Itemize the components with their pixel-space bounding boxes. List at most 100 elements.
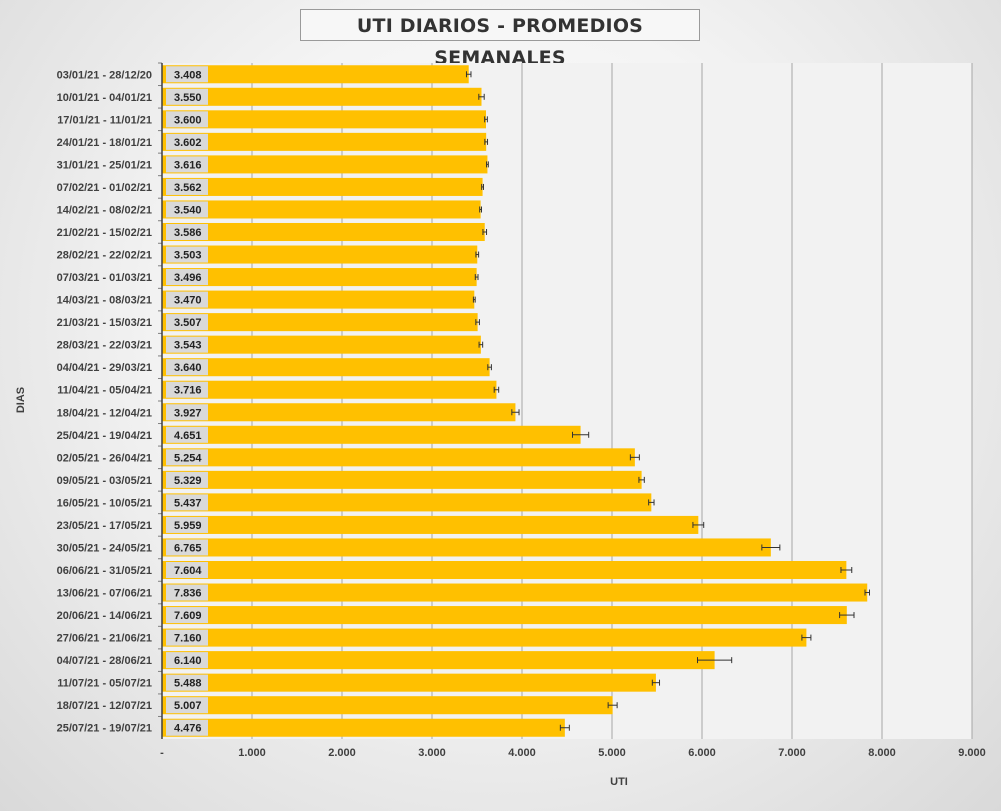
data-label-box bbox=[166, 88, 208, 105]
data-label-box bbox=[166, 719, 208, 736]
category-label: 21/02/21 - 15/02/21 bbox=[57, 227, 152, 239]
data-label: 3.602 bbox=[174, 137, 202, 149]
bar bbox=[162, 87, 482, 106]
category-label: 16/05/21 - 10/05/21 bbox=[57, 497, 152, 509]
category-label: 17/01/21 - 11/01/21 bbox=[57, 114, 152, 126]
x-tick-label: 2.000 bbox=[328, 747, 356, 759]
data-label-box bbox=[166, 471, 208, 488]
x-tick-label: 7.000 bbox=[778, 747, 806, 759]
bar bbox=[162, 65, 469, 84]
category-label: 02/05/21 - 26/04/21 bbox=[57, 452, 152, 464]
data-label-box bbox=[166, 629, 208, 646]
data-label-box bbox=[166, 178, 208, 195]
data-label-box bbox=[166, 359, 208, 376]
data-label-box bbox=[166, 426, 208, 443]
category-label: 21/03/21 - 15/03/21 bbox=[57, 317, 152, 329]
data-label: 3.540 bbox=[174, 204, 202, 216]
data-label-box bbox=[166, 584, 208, 601]
x-tick-label: 3.000 bbox=[418, 747, 446, 759]
category-label: 18/07/21 - 12/07/21 bbox=[57, 700, 152, 712]
data-label-box bbox=[166, 111, 208, 128]
data-label: 3.562 bbox=[174, 182, 202, 194]
data-label: 3.550 bbox=[174, 92, 202, 104]
data-label: 3.507 bbox=[174, 317, 202, 329]
category-label: 20/06/21 - 14/06/21 bbox=[57, 610, 152, 622]
data-label-box bbox=[166, 607, 208, 624]
y-axis-title: DIAS bbox=[15, 387, 27, 413]
bar bbox=[162, 380, 497, 399]
bar bbox=[162, 673, 656, 692]
category-label: 14/03/21 - 08/03/21 bbox=[57, 295, 152, 307]
category-label: 30/05/21 - 24/05/21 bbox=[57, 542, 152, 554]
bar bbox=[162, 538, 771, 557]
data-label: 7.836 bbox=[174, 588, 202, 600]
data-label-box bbox=[166, 381, 208, 398]
data-label: 3.470 bbox=[174, 295, 202, 307]
x-axis-title: UTI bbox=[610, 776, 628, 788]
x-tick-label: 1.000 bbox=[238, 747, 266, 759]
data-label-box bbox=[166, 201, 208, 218]
bar bbox=[162, 313, 478, 332]
category-label: 13/06/21 - 07/06/21 bbox=[57, 588, 152, 600]
category-label: 31/01/21 - 25/01/21 bbox=[57, 159, 152, 171]
data-label-box bbox=[166, 314, 208, 331]
data-label-box bbox=[166, 516, 208, 533]
bar bbox=[162, 132, 487, 151]
bar bbox=[162, 448, 635, 467]
x-tick-label: 5.000 bbox=[598, 747, 626, 759]
data-label-box bbox=[166, 133, 208, 150]
axes: - 1.000 2.000 3.000 4.000 5.000 6.000 7.000 8.00… bbox=[57, 62, 986, 759]
category-label: 06/06/21 - 31/05/21 bbox=[57, 565, 152, 577]
data-label-box bbox=[166, 223, 208, 241]
chart-title: UTI DIARIOS - PROMEDIOS SEMANALES bbox=[300, 9, 700, 69]
category-label: 27/06/21 - 21/06/21 bbox=[57, 633, 152, 645]
data-label-box bbox=[166, 291, 208, 308]
category-label: 11/07/21 - 05/07/21 bbox=[57, 678, 152, 690]
data-label-box bbox=[166, 449, 208, 466]
data-label-box bbox=[166, 156, 208, 173]
category-label: 07/02/21 - 01/02/21 bbox=[57, 182, 152, 194]
x-tick-label: - bbox=[160, 747, 164, 759]
data-label: 4.651 bbox=[174, 430, 202, 442]
data-label: 7.604 bbox=[174, 565, 202, 577]
bar bbox=[162, 493, 652, 512]
category-label: 28/03/21 - 22/03/21 bbox=[57, 340, 152, 352]
data-label: 7.609 bbox=[174, 610, 202, 622]
data-label-box bbox=[166, 336, 208, 353]
data-label-box bbox=[166, 674, 208, 691]
data-label-box bbox=[166, 66, 208, 83]
category-label: 04/07/21 - 28/06/21 bbox=[57, 655, 152, 667]
bar bbox=[162, 268, 477, 287]
data-label: 3.503 bbox=[174, 250, 202, 262]
data-label-box bbox=[166, 697, 208, 714]
data-label-box bbox=[166, 561, 208, 579]
data-label: 5.007 bbox=[174, 700, 202, 712]
x-tick-label: 4.000 bbox=[508, 747, 536, 759]
data-label: 3.496 bbox=[174, 272, 202, 284]
category-label: 03/01/21 - 28/12/20 bbox=[57, 69, 152, 81]
category-label: 23/05/21 - 17/05/21 bbox=[57, 520, 152, 532]
data-label: 3.600 bbox=[174, 114, 202, 126]
bar bbox=[162, 110, 486, 129]
data-label: 5.488 bbox=[174, 678, 202, 690]
data-label: 3.543 bbox=[174, 340, 202, 352]
bar bbox=[162, 628, 807, 647]
category-label: 11/04/21 - 05/04/21 bbox=[57, 385, 152, 397]
bar bbox=[162, 560, 847, 580]
data-label-box bbox=[166, 404, 208, 421]
category-label: 10/01/21 - 04/01/21 bbox=[57, 92, 152, 104]
category-label: 14/02/21 - 08/02/21 bbox=[57, 204, 152, 216]
x-tick-label: 9.000 bbox=[958, 747, 986, 759]
category-label: 18/04/21 - 12/04/21 bbox=[57, 407, 152, 419]
bar bbox=[162, 606, 847, 625]
bar bbox=[162, 290, 475, 309]
data-label: 3.616 bbox=[174, 159, 202, 171]
data-label: 5.329 bbox=[174, 475, 202, 487]
data-label-box bbox=[166, 652, 208, 669]
x-tick-label: 6.000 bbox=[688, 747, 716, 759]
bar bbox=[162, 358, 490, 377]
x-tick-label: 8.000 bbox=[868, 747, 896, 759]
category-label: 24/01/21 - 18/01/21 bbox=[57, 137, 152, 149]
